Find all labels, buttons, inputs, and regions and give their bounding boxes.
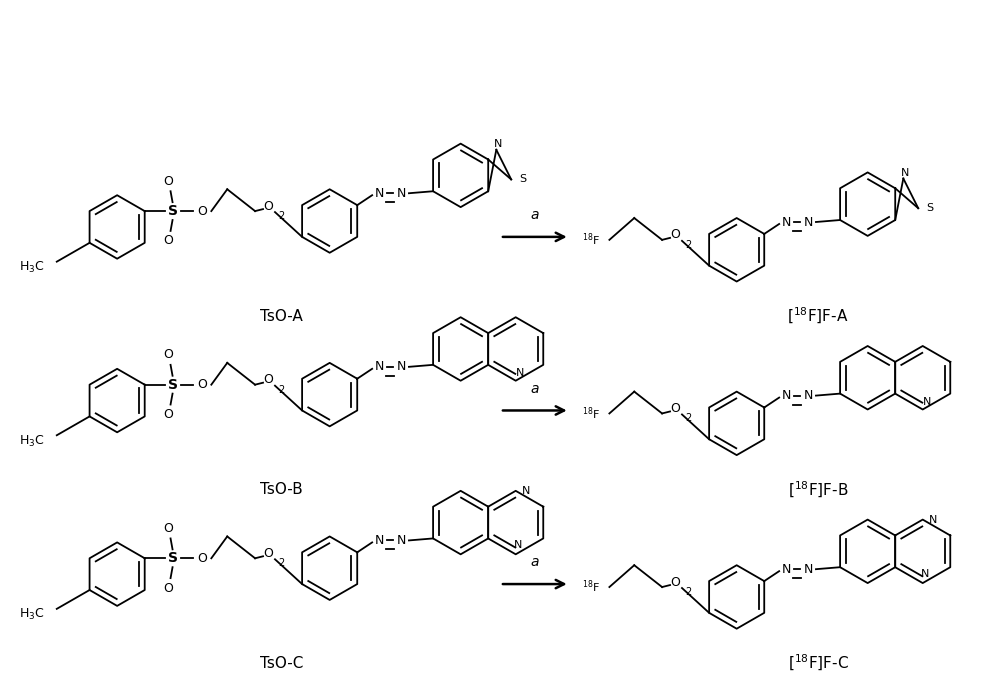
Text: N: N bbox=[803, 389, 813, 402]
Text: 2: 2 bbox=[278, 385, 284, 395]
Text: 2: 2 bbox=[685, 413, 691, 424]
Text: N: N bbox=[396, 534, 406, 547]
Text: TsO-B: TsO-B bbox=[260, 482, 303, 498]
Text: N: N bbox=[928, 515, 937, 524]
Text: O: O bbox=[263, 547, 273, 560]
Text: O: O bbox=[263, 373, 273, 386]
Text: O: O bbox=[197, 378, 207, 391]
Text: O: O bbox=[670, 402, 680, 415]
Text: [$^{18}$F]F-A: [$^{18}$F]F-A bbox=[787, 306, 849, 326]
Text: N: N bbox=[374, 187, 384, 200]
Text: 2: 2 bbox=[685, 240, 691, 250]
Text: N: N bbox=[781, 389, 791, 402]
Text: $^{18}$F: $^{18}$F bbox=[582, 405, 600, 422]
Text: 2: 2 bbox=[278, 211, 284, 221]
Text: N: N bbox=[901, 167, 910, 178]
Text: O: O bbox=[197, 552, 207, 565]
Text: $^{18}$F: $^{18}$F bbox=[582, 579, 600, 596]
Text: S: S bbox=[168, 378, 178, 392]
Text: O: O bbox=[164, 348, 174, 361]
Text: S: S bbox=[168, 551, 178, 565]
Text: N: N bbox=[374, 360, 384, 373]
Text: $^{18}$F: $^{18}$F bbox=[582, 231, 600, 248]
Text: [$^{18}$F]F-C: [$^{18}$F]F-C bbox=[788, 654, 849, 674]
Text: O: O bbox=[164, 582, 174, 594]
Text: 2: 2 bbox=[685, 587, 691, 597]
Text: a: a bbox=[531, 556, 539, 569]
Text: O: O bbox=[670, 576, 680, 589]
Text: N: N bbox=[921, 569, 929, 579]
Text: H$_3$C: H$_3$C bbox=[19, 260, 45, 275]
Text: N: N bbox=[781, 216, 791, 229]
Text: N: N bbox=[396, 360, 406, 373]
Text: N: N bbox=[781, 562, 791, 576]
Text: N: N bbox=[374, 534, 384, 547]
Text: S: S bbox=[168, 204, 178, 218]
Text: H$_3$C: H$_3$C bbox=[19, 434, 45, 448]
Text: N: N bbox=[521, 486, 530, 496]
Text: O: O bbox=[670, 229, 680, 241]
Text: TsO-A: TsO-A bbox=[260, 309, 303, 324]
Text: O: O bbox=[197, 205, 207, 218]
Text: N: N bbox=[803, 216, 813, 229]
Text: N: N bbox=[513, 540, 522, 550]
Text: O: O bbox=[164, 408, 174, 421]
Text: N: N bbox=[494, 139, 502, 149]
Text: a: a bbox=[531, 208, 539, 222]
Text: N: N bbox=[923, 397, 931, 406]
Text: S: S bbox=[927, 203, 934, 214]
Text: O: O bbox=[164, 234, 174, 247]
Text: a: a bbox=[531, 381, 539, 396]
Text: N: N bbox=[396, 187, 406, 200]
Text: O: O bbox=[164, 175, 174, 188]
Text: TsO-C: TsO-C bbox=[260, 656, 303, 671]
Text: H$_3$C: H$_3$C bbox=[19, 607, 45, 623]
Text: O: O bbox=[263, 200, 273, 213]
Text: [$^{18}$F]F-B: [$^{18}$F]F-B bbox=[788, 480, 848, 500]
Text: N: N bbox=[515, 368, 524, 378]
Text: O: O bbox=[164, 522, 174, 535]
Text: 2: 2 bbox=[278, 558, 284, 568]
Text: N: N bbox=[803, 562, 813, 576]
Text: S: S bbox=[520, 174, 527, 184]
